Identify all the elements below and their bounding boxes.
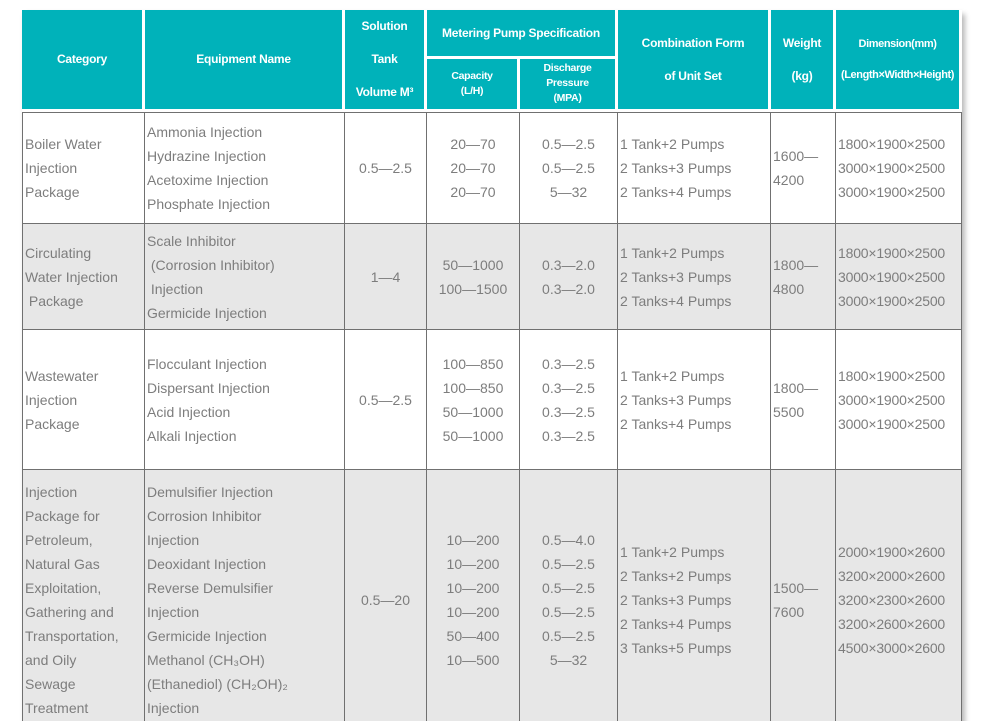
table-row: Injection Package for Petroleum, Natural… [22, 470, 963, 721]
cell-dimension: 1800×1900×2500 3000×1900×2500 3000×1900×… [836, 330, 963, 470]
header-combination-form: Combination Form of Unit Set [618, 10, 772, 112]
cell-dimension: 1800×1900×2500 3000×1900×2500 3000×1900×… [836, 112, 963, 224]
cell-weight: 1500— 7600 [771, 470, 837, 721]
cell-combination-form: 1 Tank+2 Pumps 2 Tanks+2 Pumps 2 Tanks+3… [618, 470, 772, 721]
cell-weight: 1800— 4800 [771, 224, 837, 330]
cell-solution-tank-volume: 1—4 [345, 224, 427, 330]
cell-weight: 1800— 5500 [771, 330, 837, 470]
header-equipment-name: Equipment Name [145, 10, 345, 112]
cell-capacity: 50—1000 100—1500 [427, 224, 520, 330]
table-header: Category Equipment Name Solution Tank Vo… [22, 10, 963, 112]
cell-category: Wastewater Injection Package [22, 330, 145, 470]
cell-dimension: 2000×1900×2600 3200×2000×2600 3200×2300×… [836, 470, 963, 721]
cell-category: Circulating Water Injection Package [22, 224, 145, 330]
cell-equipment-name: Flocculant Injection Dispersant Injectio… [145, 330, 345, 470]
cell-weight: 1600— 4200 [771, 112, 837, 224]
injection-package-spec-table: Category Equipment Name Solution Tank Vo… [22, 10, 963, 721]
cell-equipment-name: Demulsifier Injection Corrosion Inhibito… [145, 470, 345, 721]
cell-capacity: 20—70 20—70 20—70 [427, 112, 520, 224]
header-metering-pump-specification: Metering Pump Specification [427, 10, 619, 59]
table-row: Circulating Water Injection Package Scal… [22, 224, 963, 330]
cell-discharge-pressure: 0.5—2.5 0.5—2.5 5—32 [520, 112, 619, 224]
cell-combination-form: 1 Tank+2 Pumps 2 Tanks+3 Pumps 2 Tanks+4… [618, 330, 772, 470]
cell-discharge-pressure: 0.3—2.5 0.3—2.5 0.3—2.5 0.3—2.5 [520, 330, 619, 470]
header-dimension: Dimension(mm) (Length×Width×Height) [836, 10, 963, 112]
cell-discharge-pressure: 0.5—4.0 0.5—2.5 0.5—2.5 0.5—2.5 0.5—2.5 … [520, 470, 619, 721]
cell-category: Injection Package for Petroleum, Natural… [22, 470, 145, 721]
cell-solution-tank-volume: 0.5—20 [345, 470, 427, 721]
header-solution-tank-volume: Solution Tank Volume M³ [345, 10, 427, 112]
header-capacity: Capacity (L/H) [427, 58, 520, 112]
cell-solution-tank-volume: 0.5—2.5 [345, 112, 427, 224]
table-row: Boiler Water Injection Package Ammonia I… [22, 112, 963, 224]
header-category: Category [22, 10, 145, 112]
cell-combination-form: 1 Tank+2 Pumps 2 Tanks+3 Pumps 2 Tanks+4… [618, 112, 772, 224]
cell-equipment-name: Ammonia Injection Hydrazine Injection Ac… [145, 112, 345, 224]
cell-capacity: 100—850 100—850 50—1000 50—1000 [427, 330, 520, 470]
cell-combination-form: 1 Tank+2 Pumps 2 Tanks+3 Pumps 2 Tanks+4… [618, 224, 772, 330]
cell-category: Boiler Water Injection Package [22, 112, 145, 224]
header-weight: Weight (kg) [771, 10, 837, 112]
cell-capacity: 10—200 10—200 10—200 10—200 50—400 10—50… [427, 470, 520, 721]
cell-equipment-name: Scale Inhibitor (Corrosion Inhibitor) In… [145, 224, 345, 330]
cell-solution-tank-volume: 0.5—2.5 [345, 330, 427, 470]
table-body: Boiler Water Injection Package Ammonia I… [22, 112, 963, 721]
table-row: Wastewater Injection Package Flocculant … [22, 330, 963, 470]
cell-discharge-pressure: 0.3—2.0 0.3—2.0 [520, 224, 619, 330]
header-discharge-pressure: Discharge Pressure (MPA) [520, 58, 619, 112]
cell-dimension: 1800×1900×2500 3000×1900×2500 3000×1900×… [836, 224, 963, 330]
